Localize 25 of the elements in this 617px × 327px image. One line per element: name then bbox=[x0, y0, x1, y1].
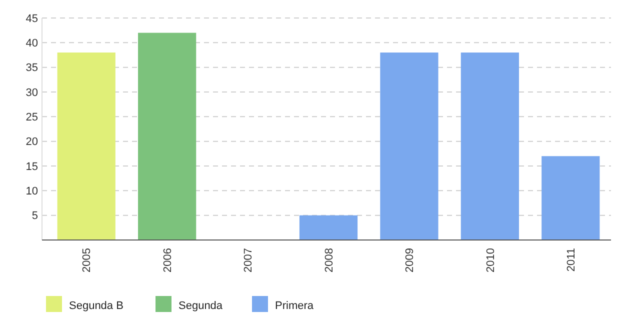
x-tick-label: 2006 bbox=[162, 248, 174, 272]
y-tick-label: 20 bbox=[26, 136, 38, 148]
bar bbox=[57, 52, 116, 240]
bar bbox=[380, 52, 438, 240]
x-tick-label: 2008 bbox=[323, 248, 336, 272]
x-tick-label: 2010 bbox=[484, 248, 497, 272]
y-tick-label: 15 bbox=[26, 160, 38, 173]
x-tick-label: 2005 bbox=[81, 248, 94, 272]
bar bbox=[542, 156, 600, 240]
bar bbox=[460, 52, 519, 240]
bar bbox=[138, 32, 196, 240]
bar bbox=[299, 215, 358, 240]
x-tick-label: 2011 bbox=[565, 248, 578, 272]
y-tick-label: 25 bbox=[26, 112, 38, 124]
y-tick-label: 45 bbox=[26, 12, 38, 25]
legend-label: Segunda bbox=[178, 300, 224, 312]
legend-label: Primera bbox=[275, 300, 314, 312]
legend-label: Segunda B bbox=[69, 300, 124, 312]
y-tick-label: 40 bbox=[26, 38, 38, 50]
y-tick-label: 35 bbox=[26, 62, 38, 74]
y-tick-label: 10 bbox=[26, 186, 38, 198]
y-tick-label: 30 bbox=[26, 86, 38, 99]
x-tick-label: 2007 bbox=[242, 248, 255, 272]
y-tick-label: 5 bbox=[32, 210, 38, 222]
x-tick-label: 2009 bbox=[404, 248, 416, 272]
